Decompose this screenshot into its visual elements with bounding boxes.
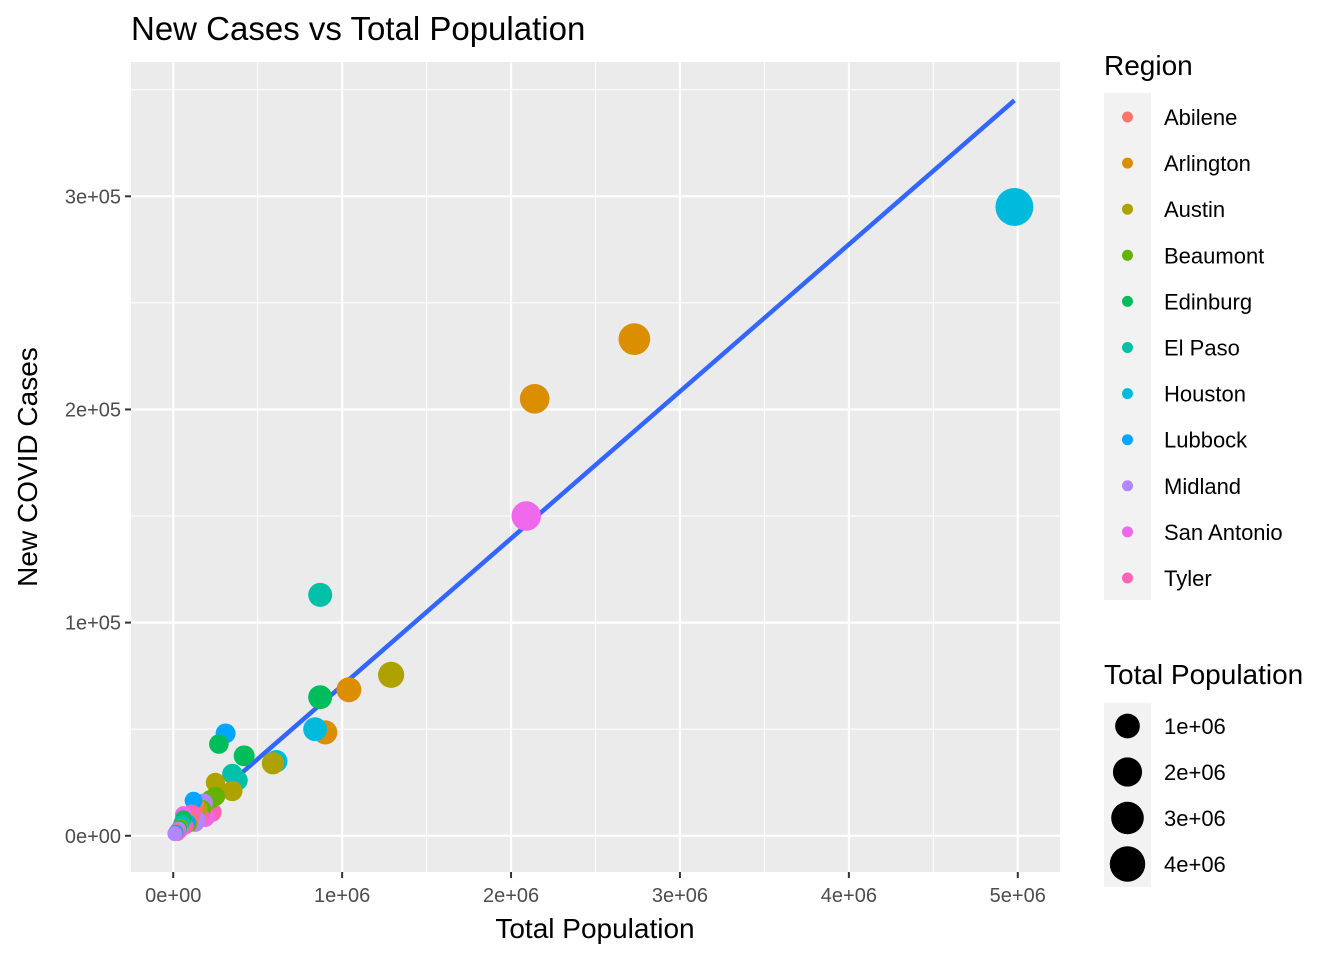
legend-swatch	[1122, 157, 1133, 169]
y-axis: 0e+00 1e+05 2e+05 3e+05	[65, 186, 131, 848]
data-point	[205, 772, 226, 793]
data-point	[519, 383, 550, 414]
x-tick-label: 3e+06	[652, 885, 708, 907]
region-legend: Region Abilene Arlington Austin Beaumont Edi…	[1104, 50, 1283, 600]
region-legend-title: Region	[1104, 50, 1193, 81]
data-point	[261, 752, 285, 775]
data-point	[618, 323, 651, 355]
y-tick-label: 3e+05	[65, 186, 121, 208]
y-tick-label: 1e+05	[65, 613, 121, 635]
chart-title: New Cases vs Total Population	[131, 10, 585, 47]
size-legend-swatch	[1111, 801, 1144, 835]
legend-swatch	[1122, 434, 1133, 446]
trend-line	[171, 98, 1016, 835]
trend-line-group	[171, 98, 1016, 835]
legend-label: Lubbock	[1164, 428, 1248, 453]
size-legend-swatch	[1115, 713, 1140, 739]
size-legend-swatch	[1112, 757, 1143, 787]
y-tick-label: 2e+05	[65, 399, 121, 421]
data-point	[222, 780, 243, 802]
size-legend-swatch	[1109, 846, 1146, 882]
x-tick-label: 5e+06	[990, 885, 1046, 907]
data-point	[233, 745, 255, 767]
size-legend: Total Population 1e+06 2e+06 3e+06 4e+06	[1104, 659, 1303, 887]
data-point	[336, 677, 362, 703]
data-point	[308, 685, 333, 710]
legend-label: Houston	[1164, 382, 1246, 407]
legend-swatch	[1122, 388, 1133, 400]
data-point	[308, 582, 333, 607]
legend-swatch	[1122, 572, 1133, 584]
x-tick-label: 1e+06	[314, 885, 370, 907]
legend-label: Tyler	[1164, 566, 1212, 591]
legend-label: Beaumont	[1164, 243, 1264, 268]
data-point	[995, 187, 1034, 226]
legend-swatch	[1122, 526, 1133, 538]
legend-label: Midland	[1164, 474, 1241, 499]
legend-label: Arlington	[1164, 151, 1251, 176]
legend-label: Edinburg	[1164, 289, 1252, 314]
data-point	[222, 763, 243, 785]
data-point	[511, 501, 542, 531]
y-axis-title: New COVID Cases	[12, 347, 43, 587]
legend-swatch	[1122, 203, 1133, 215]
legend-label: Abilene	[1164, 105, 1237, 130]
size-legend-label: 2e+06	[1164, 760, 1226, 785]
legend-swatch	[1122, 480, 1133, 492]
legend-swatch	[1122, 342, 1133, 353]
legend-label: El Paso	[1164, 336, 1240, 361]
x-tick-label: 0e+00	[145, 885, 201, 907]
size-legend-title: Total Population	[1104, 659, 1303, 690]
data-point	[184, 791, 203, 810]
legend-label: Austin	[1164, 197, 1225, 222]
size-legend-label: 4e+06	[1164, 852, 1226, 877]
legend-label: San Antonio	[1164, 520, 1283, 545]
data-point	[167, 826, 183, 842]
x-axis-title: Total Population	[495, 913, 694, 944]
data-point	[209, 734, 229, 754]
data-point	[303, 717, 328, 742]
legend-swatch	[1122, 111, 1133, 123]
data-points	[167, 187, 1034, 842]
y-tick-label: 0e+00	[65, 826, 121, 848]
x-axis: 0e+00 1e+06 2e+06 3e+06 4e+06 5e+06	[145, 872, 1046, 907]
legend-swatch	[1122, 249, 1133, 261]
x-tick-label: 2e+06	[483, 885, 539, 907]
size-legend-label: 1e+06	[1164, 714, 1226, 739]
x-tick-label: 4e+06	[821, 885, 877, 907]
data-point	[378, 661, 405, 688]
size-legend-label: 3e+06	[1164, 806, 1226, 831]
legend-swatch	[1122, 295, 1133, 307]
